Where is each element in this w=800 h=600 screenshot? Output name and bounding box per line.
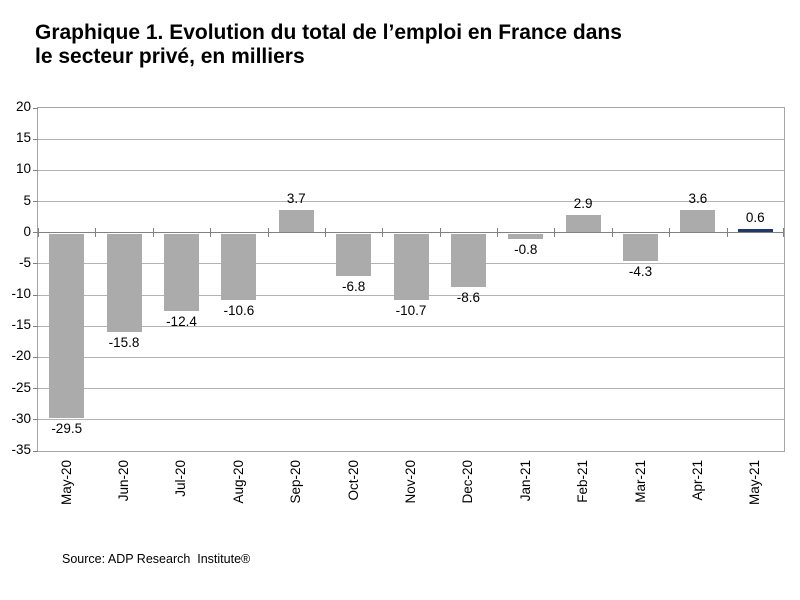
bar-Jun-20 xyxy=(106,233,142,333)
y-axis-tick xyxy=(33,294,38,296)
x-axis-tick xyxy=(554,228,556,238)
x-axis-tick xyxy=(210,228,212,238)
y-tick-label: -35 xyxy=(11,442,31,457)
value-label-Aug-20: -10.6 xyxy=(223,302,255,318)
y-axis-tick xyxy=(33,419,38,421)
x-axis-line xyxy=(38,232,784,234)
x-tick-label-Jan-21: Jan-21 xyxy=(517,460,533,502)
bar-Oct-20 xyxy=(336,233,372,277)
y-tick-label: -15 xyxy=(11,317,31,333)
x-tick-label-Apr-21: Apr-21 xyxy=(689,460,705,501)
x-tick-label-Dec-20: Dec-20 xyxy=(460,460,476,504)
y-axis-tick xyxy=(33,201,38,203)
y-axis-tick xyxy=(33,138,38,140)
value-label-Jan-21: -0.8 xyxy=(514,241,538,257)
x-tick-label-Mar-21: Mar-21 xyxy=(632,460,648,503)
x-tick-label-Oct-20: Oct-20 xyxy=(345,460,361,501)
value-label-Feb-21: 2.9 xyxy=(573,195,593,211)
plot-area: -29.5 -15.8 -12.4 -10.6 3.7 -6.8 -10.7 -8.6 -0.8… xyxy=(33,107,785,452)
y-tick-label: -25 xyxy=(11,379,31,395)
y-tick-label: 20 xyxy=(15,99,31,114)
y-tick-label: -30 xyxy=(11,410,31,426)
x-axis-tick xyxy=(783,228,784,238)
x-axis-tick xyxy=(152,228,154,238)
x-axis-tick xyxy=(726,228,728,238)
bar-May-20 xyxy=(49,233,85,418)
value-label-May-21: 0.6 xyxy=(745,209,765,225)
y-tick-label: -10 xyxy=(11,286,31,302)
x-tick-label-May-21: May-21 xyxy=(747,460,763,506)
bar-Sep-20 xyxy=(278,209,314,233)
bar-Dec-20 xyxy=(450,233,486,288)
x-axis-tick xyxy=(324,228,326,238)
value-label-Sep-20: 3.7 xyxy=(286,190,306,206)
y-tick-label: 15 xyxy=(15,130,31,146)
chart-title: Graphique 1. Evolution du total de l’emp… xyxy=(35,21,622,69)
gridline xyxy=(38,356,784,358)
bar-May-21 xyxy=(737,228,773,233)
y-axis-tick xyxy=(33,107,38,109)
gridline xyxy=(38,325,784,327)
gridline xyxy=(38,138,784,140)
bar-Aug-20 xyxy=(221,233,257,300)
chart-title-line1: Graphique 1. Evolution du total de l’emp… xyxy=(35,21,622,44)
x-tick-label-Aug-20: Aug-20 xyxy=(230,460,246,504)
x-axis-labels: May-20 Jun-20 Jul-20 Aug-20 Sep-20 Oct-20 Nov-… xyxy=(37,460,785,555)
bar-Jan-21 xyxy=(508,233,544,239)
source-note: Source: ADP Research Institute® xyxy=(62,552,251,566)
y-tick-label: -5 xyxy=(18,254,31,270)
bar-Jul-20 xyxy=(163,233,199,312)
y-axis-tick xyxy=(33,388,38,390)
x-axis-tick xyxy=(38,228,39,238)
chart-title-line2: le secteur privé, en milliers xyxy=(35,45,305,68)
x-axis-tick xyxy=(267,228,269,238)
value-label-Jul-20: -12.4 xyxy=(166,314,197,330)
y-tick-label: 0 xyxy=(23,223,31,239)
x-tick-label-Feb-21: Feb-21 xyxy=(575,460,591,503)
gridline xyxy=(38,169,784,171)
x-axis-tick xyxy=(611,228,613,238)
value-label-May-20: -29.5 xyxy=(51,420,83,436)
x-axis-tick xyxy=(669,228,671,238)
value-label-Nov-20: -10.7 xyxy=(395,303,427,319)
bar-Feb-21 xyxy=(565,214,601,233)
x-tick-label-Jul-20: Jul-20 xyxy=(173,460,189,497)
y-axis-tick xyxy=(33,232,38,234)
x-axis-tick xyxy=(382,228,384,238)
gridline xyxy=(38,201,784,203)
y-tick-label: 5 xyxy=(23,192,31,208)
gridline xyxy=(38,388,784,390)
y-axis-labels: 20 15 10 5 0 -5 -10 -15 -20 -25 -30 -35 xyxy=(0,99,31,457)
x-tick-label-Sep-20: Sep-20 xyxy=(288,460,304,504)
x-axis-tick xyxy=(439,228,441,238)
y-axis-tick xyxy=(33,325,38,327)
value-label-Jun-20: -15.8 xyxy=(108,335,140,351)
x-tick-label-Nov-20: Nov-20 xyxy=(403,460,418,504)
gridline xyxy=(38,419,784,421)
x-axis-tick xyxy=(497,228,499,238)
y-tick-label: 10 xyxy=(15,161,31,177)
x-tick-label-May-20: May-20 xyxy=(58,460,74,506)
y-axis-tick xyxy=(33,356,38,358)
x-tick-label-Jun-20: Jun-20 xyxy=(116,460,132,502)
y-axis-tick xyxy=(33,263,38,265)
value-label-Mar-21: -4.3 xyxy=(628,263,653,279)
y-axis-tick xyxy=(33,169,38,171)
bar-Mar-21 xyxy=(623,233,659,261)
value-label-Dec-20: -8.6 xyxy=(456,290,480,306)
value-label-Oct-20: -6.8 xyxy=(341,279,366,295)
x-axis-tick xyxy=(95,228,97,238)
y-axis-tick xyxy=(33,450,38,452)
bar-Apr-21 xyxy=(680,210,716,233)
y-tick-label: -20 xyxy=(11,348,31,364)
bar-Nov-20 xyxy=(393,233,429,301)
value-label-Apr-21: 3.6 xyxy=(688,191,708,207)
